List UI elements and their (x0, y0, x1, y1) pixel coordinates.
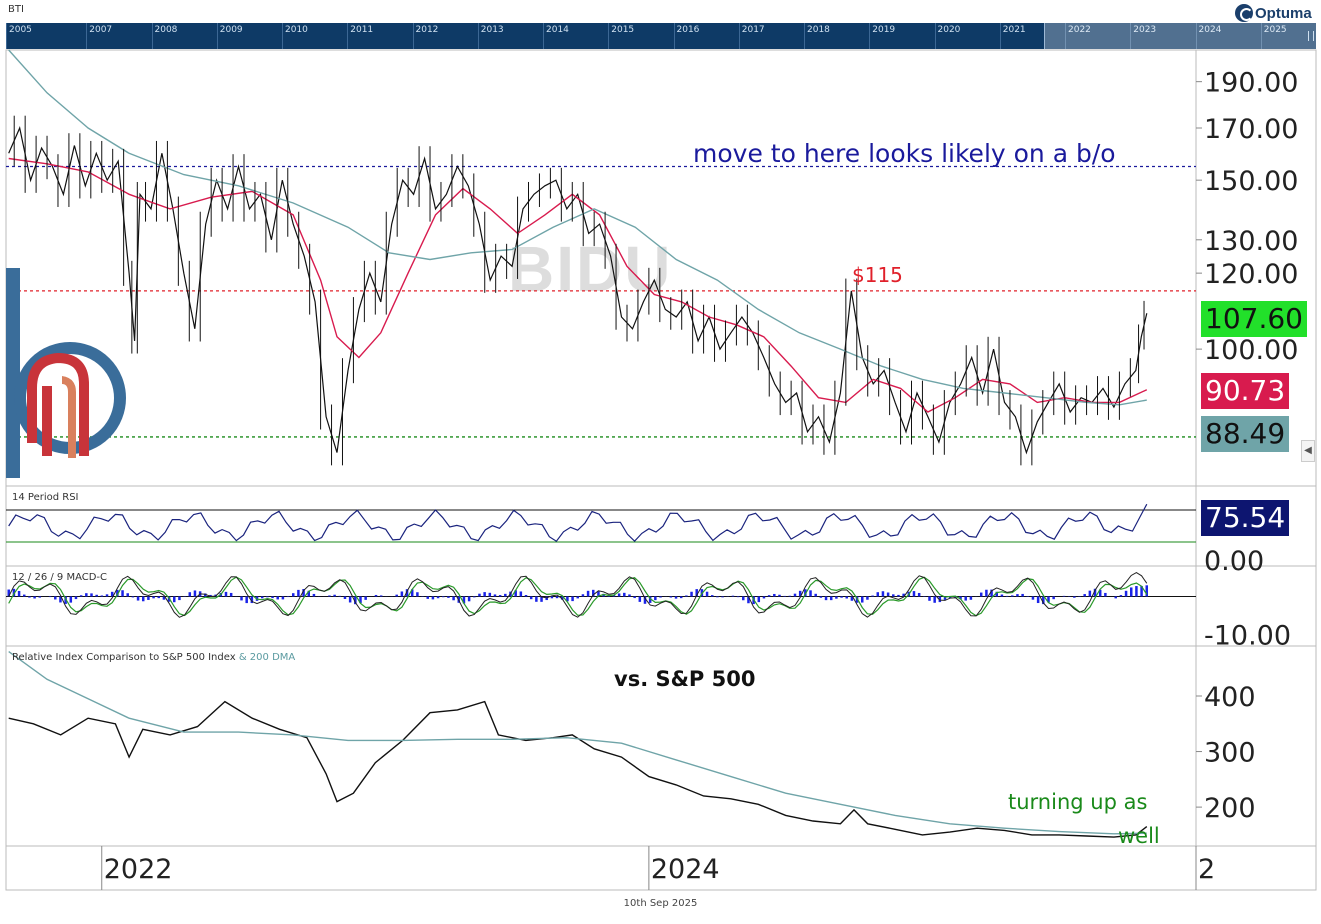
relative-title-text: Relative Index Comparison to S&P 500 Ind… (12, 652, 236, 663)
short-ma-box: 90.73 (1201, 373, 1290, 409)
relative-tick-label: 400 (1204, 682, 1256, 713)
navigator-year-label: 2016 (676, 25, 700, 35)
navigator-tick (999, 23, 1001, 49)
navigator-tick (673, 23, 675, 49)
x-tick-label: 2024 (651, 854, 720, 885)
price-series-price (8, 126, 1148, 455)
symbol-label: BTI (8, 4, 24, 15)
navigator-tick (6, 23, 7, 49)
navigator-tick (869, 23, 871, 49)
navigator-year-label: 2009 (219, 25, 243, 35)
navigator-tick (477, 23, 479, 49)
navigator-tick (608, 23, 610, 49)
navigator-year-label: 2021 (1002, 25, 1026, 35)
navigator-tick (804, 23, 805, 49)
navigator-year-label: 2011 (350, 25, 374, 35)
navigator-year-label: 2007 (89, 25, 113, 35)
footer-date: 10th Sep 2025 (623, 898, 698, 909)
navigator-window[interactable] (1044, 23, 1316, 49)
price-series-ma_long (8, 49, 1147, 406)
panel-frame-macd (5, 565, 1317, 647)
x-axis-frame (5, 845, 1317, 891)
macd-line (8, 572, 1148, 618)
navigator-tick (151, 23, 153, 49)
navigator-year-label: 2017 (741, 25, 765, 35)
optuma-icon (1235, 4, 1253, 22)
rsi-tick-label: 0.00 (1204, 546, 1264, 577)
relative-title-subtitle: & 200 DMA (238, 652, 296, 663)
navigator-year-label: 2022 (1068, 25, 1091, 35)
navigator-tick (1195, 23, 1197, 49)
rsi-value-box: 75.54 (1201, 500, 1290, 536)
navigator-year-label: 2014 (546, 25, 569, 35)
navigator-year-label: 2019 (872, 25, 896, 35)
annotation-vs-sp500: vs. S&P 500 (614, 667, 755, 691)
navigator-year-label: 2012 (415, 25, 439, 35)
optuma-logo: Optuma (1235, 3, 1312, 23)
macd-signal-line (8, 576, 1148, 617)
scroll-left-icon[interactable]: ◀ (1301, 440, 1315, 462)
relative-panel-title: Relative Index Comparison to S&P 500 Ind… (12, 652, 295, 663)
navigator-year-label: 2025 (1263, 25, 1287, 35)
relative-series-ma_long (8, 651, 1147, 835)
navigator-tick (1260, 23, 1262, 49)
navigator-year-label: 2015 (611, 25, 635, 35)
price-tick-label: 170.00 (1204, 114, 1298, 145)
annotation-well: well (1118, 824, 1160, 848)
navigator-year-label: 2018 (807, 25, 830, 35)
annotation-level-115: $115 (852, 263, 903, 287)
date-navigator[interactable]: 2005 2007 2008 2009 2010 2011 2012 2013 2014 2015… (6, 23, 1316, 49)
annotation-resistance: move to here looks likely on a b/o (693, 139, 1116, 168)
navigator-year-label: 2020 (937, 25, 961, 35)
price-tick-label: 100.00 (1204, 335, 1298, 366)
price-tick-label: 120.00 (1204, 259, 1298, 290)
rsi-panel-title: 14 Period RSI (12, 492, 79, 503)
navigator-tick (282, 23, 283, 49)
navigator-year-label: 2005 (9, 25, 32, 35)
ticker-watermark: BIDU (508, 233, 673, 305)
long-ma-box: 88.49 (1201, 416, 1290, 452)
navigator-tick (347, 23, 349, 49)
navigator-handle[interactable] (1308, 31, 1314, 41)
navigator-year-label: 2008 (154, 25, 178, 35)
navigator-tick (216, 23, 218, 49)
x-tick-label: 2 (1198, 854, 1215, 885)
relative-tick-label: 200 (1204, 793, 1256, 824)
annotation-turning-up: turning up as (1008, 790, 1147, 814)
navigator-tick (86, 23, 88, 49)
navigator-year-label: 2010 (285, 25, 308, 35)
price-tick-label: 190.00 (1204, 68, 1298, 99)
navigator-tick (1065, 23, 1066, 49)
rsi-line (8, 503, 1148, 543)
macd-panel-title: 12 / 26 / 9 MACD-C (12, 572, 108, 583)
relative-series-price (8, 700, 1148, 838)
navigator-tick (412, 23, 414, 49)
navigator-tick (934, 23, 936, 49)
price-tick-label: 150.00 (1204, 166, 1298, 197)
navigator-year-label: 2023 (1133, 25, 1157, 35)
panel-frame-price (5, 49, 1317, 487)
relative-tick-label: 300 (1204, 738, 1256, 769)
brand-logo-icon (6, 268, 126, 478)
navigator-year-label: 2013 (480, 25, 504, 35)
x-tick-label: 2022 (104, 854, 173, 885)
navigator-year-label: 2024 (1198, 25, 1222, 35)
navigator-tick (543, 23, 544, 49)
navigator-tick (1130, 23, 1132, 49)
brand-name: Optuma (1255, 4, 1312, 22)
last-price-box: 107.60 (1201, 301, 1307, 337)
price-tick-label: 130.00 (1204, 226, 1298, 257)
macd-tick-label: -10.00 (1204, 621, 1291, 652)
navigator-tick (738, 23, 740, 49)
